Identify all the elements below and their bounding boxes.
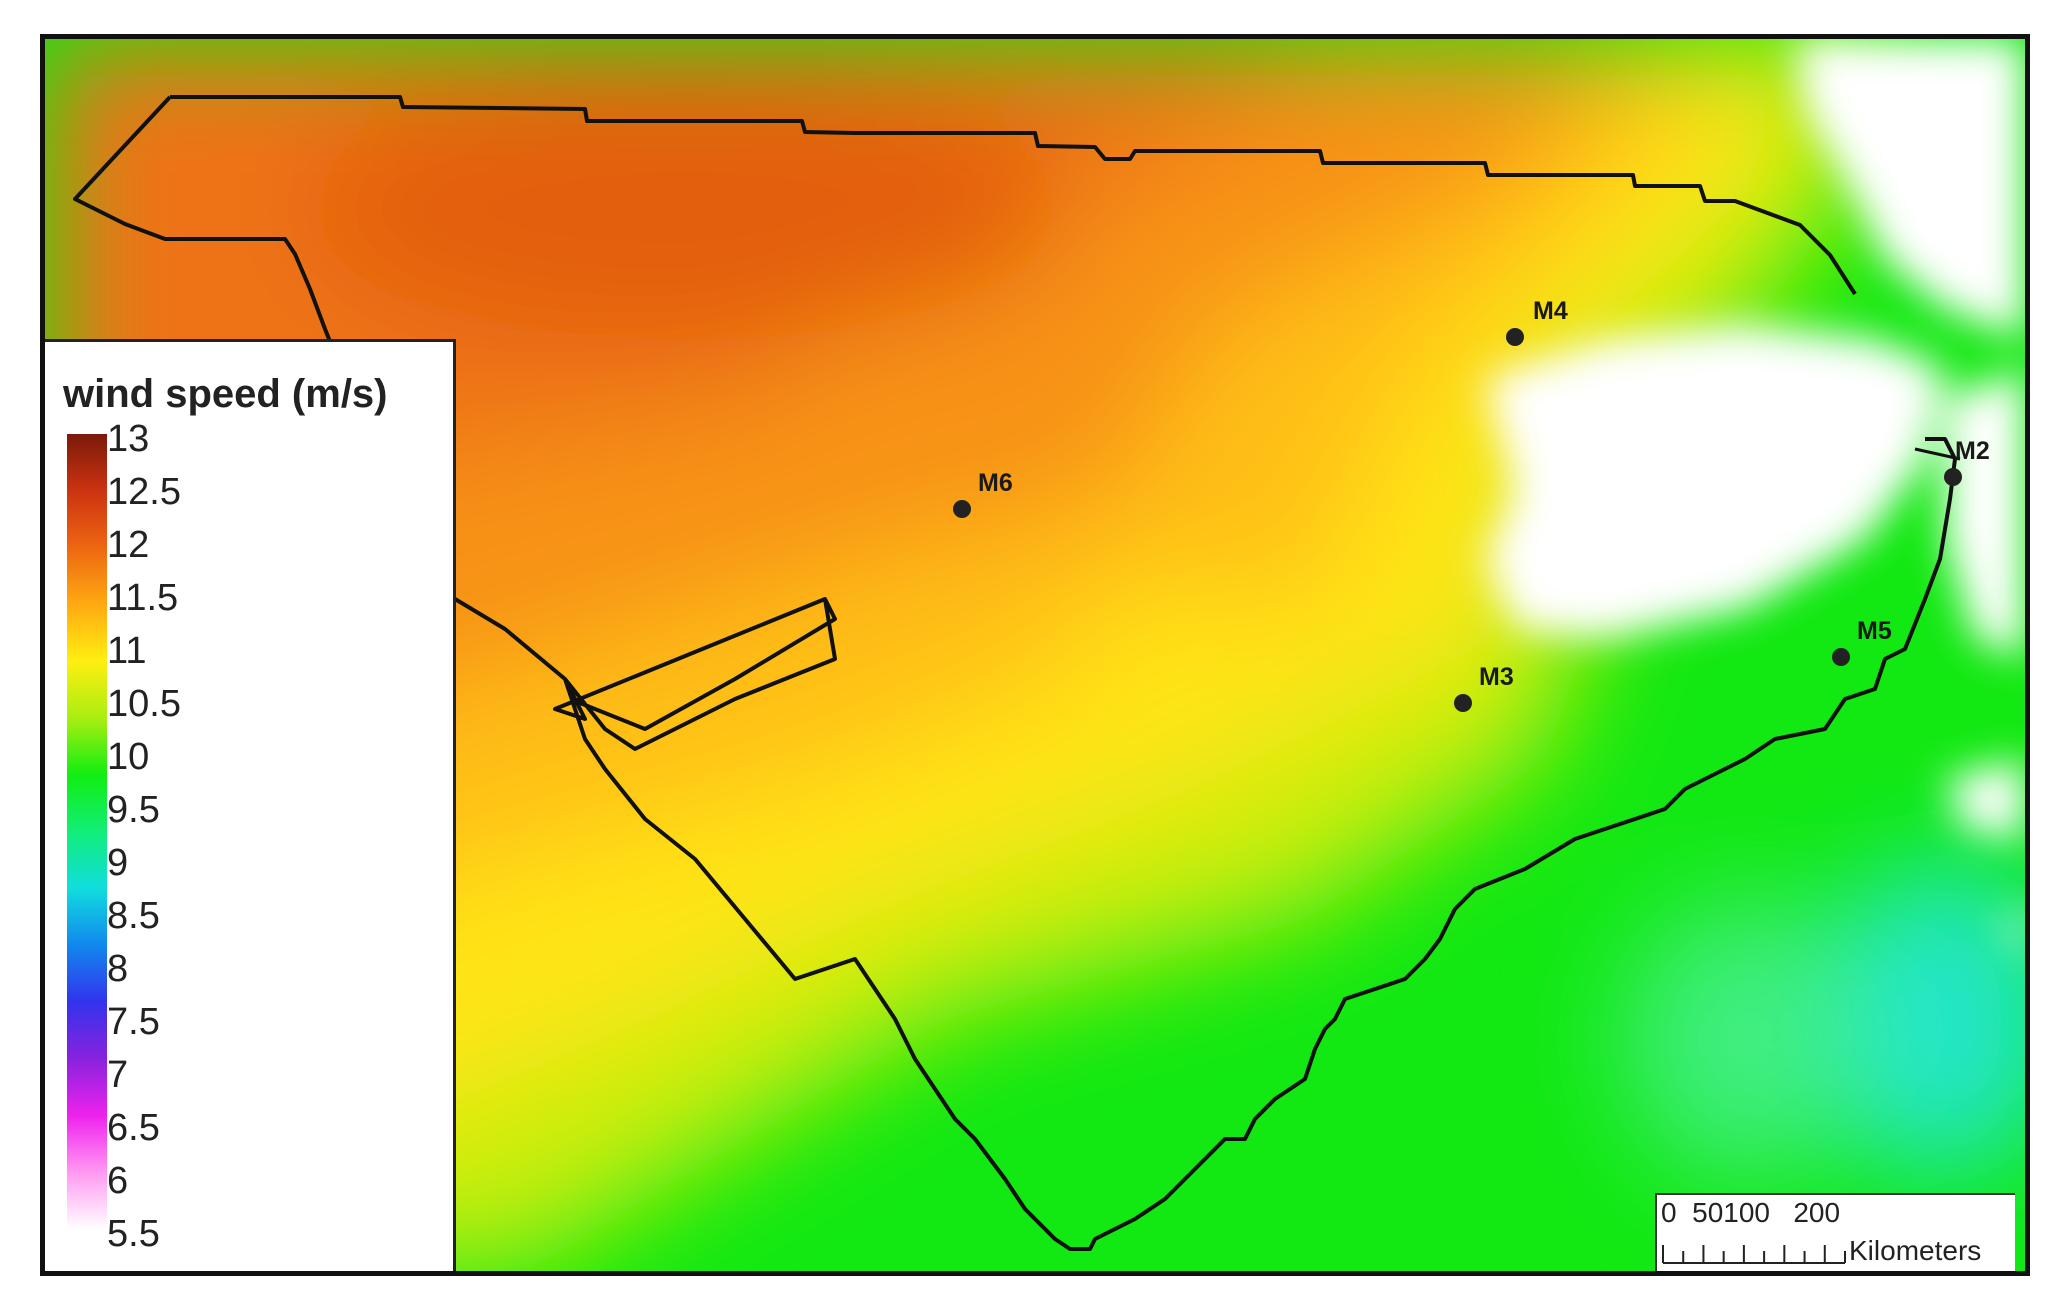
wind-speed-map: M6 M4 M3 M5 M2 wind speed (m/s) 13 12.5 12… xyxy=(40,34,2030,1276)
scale-bar-numbers: 0 50100 200 xyxy=(1661,1197,1841,1228)
station-dot-icon xyxy=(1832,648,1850,666)
wind-field-gradient xyxy=(45,39,2025,1271)
station-m4: M4 xyxy=(1506,297,1568,346)
station-dot-icon xyxy=(953,500,971,518)
legend-tick-label: 8.5 xyxy=(107,895,160,937)
legend-title: wind speed (m/s) xyxy=(63,372,388,416)
map-legend: wind speed (m/s) 13 12.5 12 11.5 11 10.5 10 9.5… xyxy=(45,339,456,1271)
station-label: M5 xyxy=(1857,617,1892,645)
station-m3: M3 xyxy=(1454,663,1514,712)
scale-bar-units: Kilometers xyxy=(1849,1235,1982,1266)
legend-tick-label: 8 xyxy=(107,948,129,990)
legend-tick-label: 10.5 xyxy=(107,683,181,725)
legend-tick-label: 6 xyxy=(107,1160,129,1202)
station-dot-icon xyxy=(1506,328,1524,346)
legend-tick-label: 7 xyxy=(107,1054,129,1096)
station-label: M2 xyxy=(1955,437,1990,465)
legend-tick-label: 9.5 xyxy=(107,789,160,831)
legend-color-bar xyxy=(67,434,107,1229)
legend-tick-label: 5.5 xyxy=(107,1213,160,1255)
station-label: M4 xyxy=(1533,297,1568,325)
station-m2: M2 xyxy=(1914,437,1990,486)
legend-tick-label: 12.5 xyxy=(107,471,181,513)
station-m5: M5 xyxy=(1832,617,1892,666)
station-label: M3 xyxy=(1479,663,1514,691)
legend-tick-label: 13 xyxy=(107,418,150,460)
legend-tick-label: 10 xyxy=(107,736,150,778)
legend-tick-label: 11.5 xyxy=(107,577,179,619)
station-m6: M6 xyxy=(953,469,1013,518)
station-dot-icon xyxy=(1944,468,1962,486)
map-canvas: M6 M4 M3 M5 M2 xyxy=(45,39,2025,1271)
scale-bar: 0 50100 200 Kilometers xyxy=(1655,1193,2015,1271)
legend-tick-label: 9 xyxy=(107,842,129,884)
land-areas xyxy=(1485,39,2025,959)
legend-tick-label: 12 xyxy=(107,524,150,566)
station-dot-icon xyxy=(1454,694,1472,712)
legend-tick-label: 11 xyxy=(107,630,147,672)
legend-tick-label: 7.5 xyxy=(107,1001,160,1043)
station-label: M6 xyxy=(978,469,1013,497)
legend-tick-label: 6.5 xyxy=(107,1107,160,1149)
scale-ruler-icon xyxy=(1662,1245,1846,1264)
